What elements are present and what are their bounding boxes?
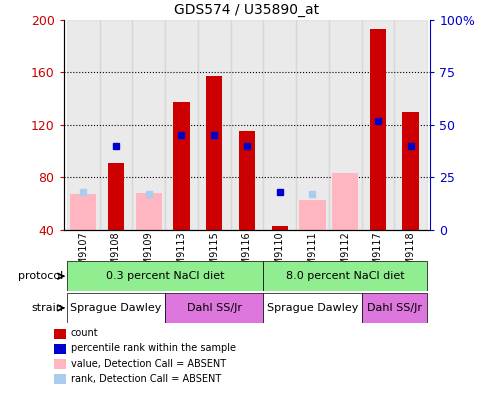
Bar xyxy=(100,20,132,230)
Bar xyxy=(331,173,358,230)
Text: Dahl SS/Jr: Dahl SS/Jr xyxy=(366,303,421,313)
Bar xyxy=(361,20,393,230)
Text: 0.3 percent NaCl diet: 0.3 percent NaCl diet xyxy=(105,271,224,281)
Bar xyxy=(263,261,426,291)
Bar xyxy=(67,261,263,291)
Bar xyxy=(173,103,189,230)
Bar xyxy=(271,226,287,230)
Text: count: count xyxy=(71,328,98,339)
Bar xyxy=(230,20,263,230)
Text: value, Detection Call = ABSENT: value, Detection Call = ABSENT xyxy=(71,358,225,369)
Bar xyxy=(165,293,263,323)
Text: Sprague Dawley: Sprague Dawley xyxy=(70,303,162,313)
Text: Dahl SS/Jr: Dahl SS/Jr xyxy=(186,303,241,313)
Bar xyxy=(135,193,162,230)
Bar xyxy=(132,20,165,230)
Bar xyxy=(328,20,361,230)
Bar xyxy=(107,163,124,230)
Text: 8.0 percent NaCl diet: 8.0 percent NaCl diet xyxy=(285,271,404,281)
Bar xyxy=(67,293,165,323)
Bar xyxy=(165,20,198,230)
Text: Sprague Dawley: Sprague Dawley xyxy=(266,303,357,313)
Bar xyxy=(263,20,295,230)
Title: GDS574 / U35890_at: GDS574 / U35890_at xyxy=(174,4,319,17)
Bar xyxy=(205,76,222,230)
Text: strain: strain xyxy=(31,303,63,313)
Bar xyxy=(67,20,100,230)
Bar xyxy=(299,200,325,230)
Bar xyxy=(238,131,255,230)
Bar xyxy=(393,20,426,230)
Bar xyxy=(369,29,386,230)
Bar xyxy=(263,293,361,323)
Bar xyxy=(198,20,230,230)
Text: protocol: protocol xyxy=(18,271,63,281)
Bar xyxy=(361,293,426,323)
Bar xyxy=(402,112,418,230)
Text: rank, Detection Call = ABSENT: rank, Detection Call = ABSENT xyxy=(71,373,221,384)
Bar xyxy=(70,194,96,230)
Bar xyxy=(295,20,328,230)
Text: percentile rank within the sample: percentile rank within the sample xyxy=(71,343,235,354)
